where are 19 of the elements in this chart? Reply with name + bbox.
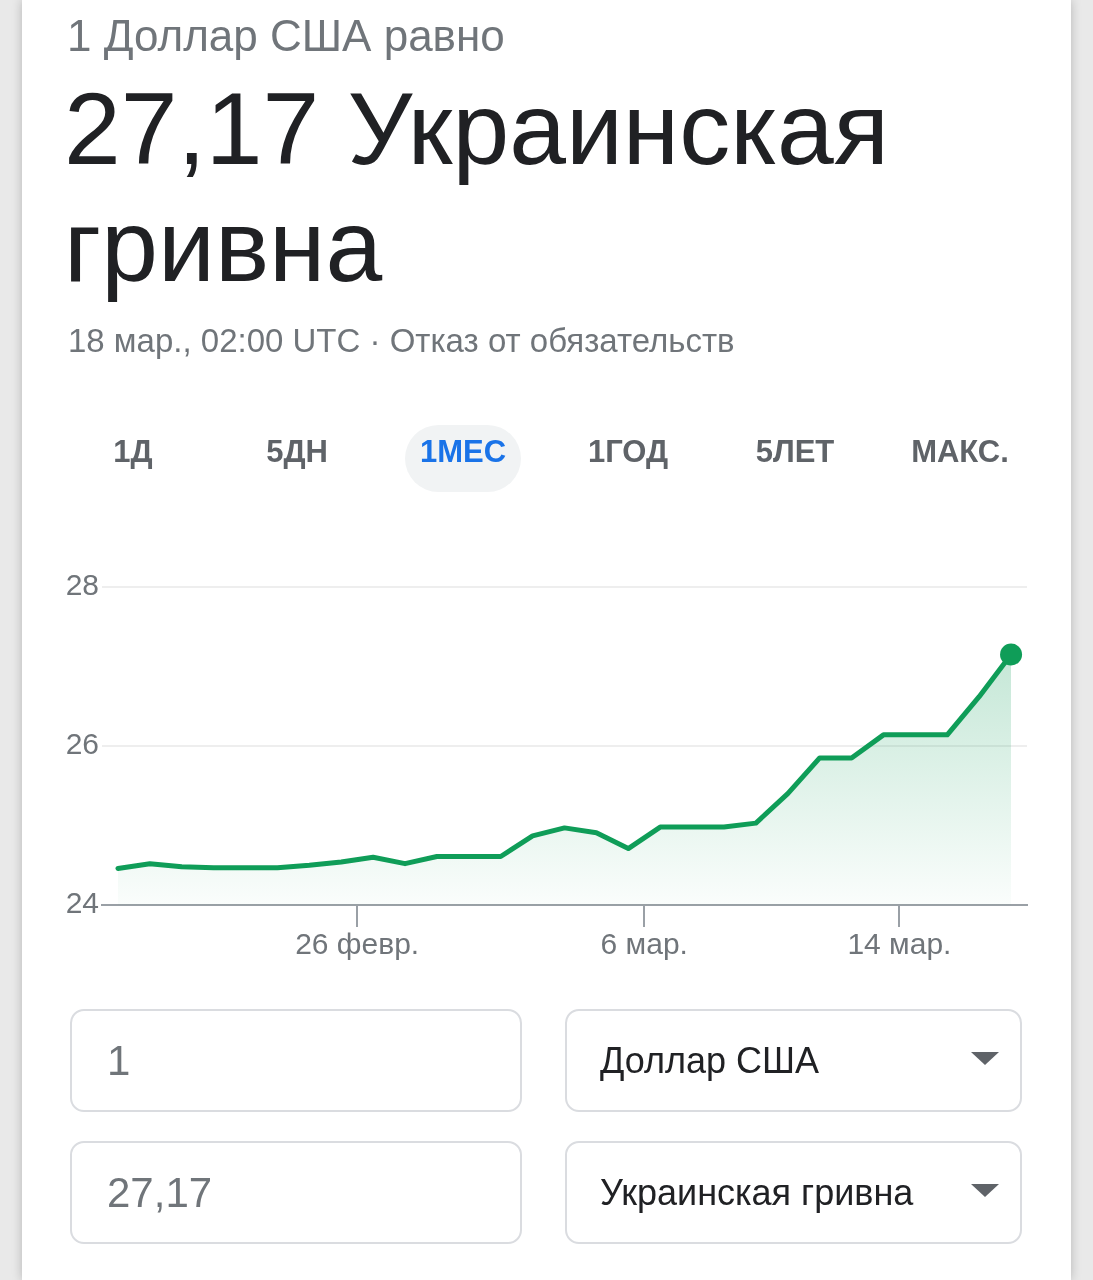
text: МАКС. [911,434,1009,469]
text: 1МЕС [419,434,507,469]
chart-subtitle: 1 Доллар США равно [67,11,505,60]
y-tick-label: 26 [65,727,99,761]
text: 5ЛЕТ [755,434,835,469]
dropdown-field: Доллар США [565,1009,1022,1112]
text: 1Д [113,434,153,469]
text-field: 1 [70,1009,522,1112]
x-tick-label: 6 мар. [600,927,688,961]
x-tick-label: 14 мар. [847,927,952,961]
y-tick-label: 28 [65,568,99,602]
y-tick-label: 24 [65,886,99,920]
text-field: 27,17 [70,1141,522,1244]
text: 5ДН [266,434,328,469]
dropdown-field: Украинская гривна [565,1141,1022,1244]
chart-title: 27,17 Украинская гривна [64,72,890,303]
x-tick-label: 26 февр. [295,927,420,961]
text: 18 мар., 02:00 UTC · Отказ от обязательств [68,322,735,359]
text: 1ГОД [587,434,669,469]
